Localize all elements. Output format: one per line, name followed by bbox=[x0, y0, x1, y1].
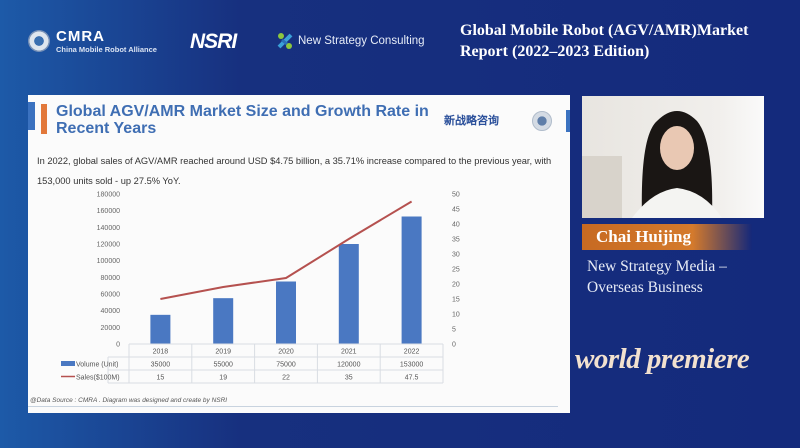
line-sales bbox=[160, 200, 413, 300]
table-value-volume: 35000 bbox=[151, 362, 171, 369]
table-value-volume: 55000 bbox=[213, 362, 233, 369]
bar-volume bbox=[276, 281, 296, 344]
right-axis-tick-label: 35 bbox=[452, 237, 460, 244]
speaker-role-line2: Overseas Business bbox=[587, 279, 703, 296]
cmra-logo-icon bbox=[28, 30, 50, 52]
speaker-video bbox=[582, 96, 764, 218]
right-axis-tick-label: 25 bbox=[452, 267, 460, 274]
slide-title: Global AGV/AMR Market Size and Growth Ra… bbox=[56, 103, 429, 137]
legend-volume-label: Volume (Unit) bbox=[76, 362, 118, 369]
slide-accent-orange bbox=[41, 104, 47, 134]
left-axis-tick-label: 40000 bbox=[101, 308, 121, 315]
nsc-cn-logo: 新战略咨询 bbox=[444, 115, 499, 127]
table-value-sales: 35 bbox=[345, 375, 353, 382]
report-title-line2: Report (2022–2023 Edition) bbox=[460, 43, 650, 60]
cmra-subtitle: China Mobile Robot Alliance bbox=[56, 45, 157, 54]
x-axis-category-label: 2020 bbox=[278, 349, 294, 356]
right-axis-tick-label: 50 bbox=[452, 192, 460, 199]
left-axis-tick-label: 160000 bbox=[97, 208, 120, 215]
legend-volume-swatch bbox=[61, 361, 75, 366]
table-value-sales: 47.5 bbox=[405, 375, 419, 382]
right-axis-tick-label: 10 bbox=[452, 312, 460, 319]
speaker-name: Chai Huijing bbox=[582, 224, 752, 250]
slide-description: In 2022, global sales of AGV/AMR reached… bbox=[37, 156, 552, 186]
bar-volume bbox=[150, 314, 171, 344]
slide-accent-right bbox=[566, 110, 570, 132]
right-axis-tick-label: 30 bbox=[452, 252, 460, 259]
left-axis-tick-label: 0 bbox=[116, 342, 120, 349]
x-axis-category-label: 2019 bbox=[215, 349, 231, 356]
nsc-logo-text: New Strategy Consulting bbox=[298, 35, 425, 47]
nsc-logo-icon bbox=[277, 33, 293, 49]
chart: 0 20000 40000 60000 80000 100000 120000 140000 1… bbox=[61, 192, 460, 384]
world-premiere-badge: world premiere bbox=[575, 343, 750, 375]
source-divider bbox=[28, 406, 558, 407]
right-axis-tick-label: 20 bbox=[452, 282, 460, 289]
left-axis-tick-label: 180000 bbox=[97, 192, 120, 199]
left-axis-tick-label: 120000 bbox=[97, 242, 120, 249]
bar-volume bbox=[401, 216, 422, 344]
x-axis-category-label: 2022 bbox=[404, 349, 420, 356]
table-value-volume: 120000 bbox=[337, 362, 360, 369]
speaker-figure bbox=[582, 111, 722, 218]
slide-accent-blue bbox=[28, 102, 35, 130]
table-value-volume: 153000 bbox=[400, 362, 423, 369]
right-axis-tick-label: 15 bbox=[452, 297, 460, 304]
left-axis-tick-label: 20000 bbox=[101, 325, 121, 332]
left-axis-tick-label: 140000 bbox=[97, 225, 120, 232]
nsri-logo: NSRI bbox=[190, 30, 237, 53]
left-axis-tick-label: 100000 bbox=[97, 258, 120, 265]
right-axis-tick-label: 5 bbox=[452, 327, 456, 334]
right-axis-tick-label: 40 bbox=[452, 222, 460, 229]
table-value-sales: 15 bbox=[157, 375, 165, 382]
table-value-sales: 22 bbox=[282, 375, 290, 382]
x-axis-category-label: 2021 bbox=[341, 349, 357, 356]
speaker-role-line1: New Strategy Media – bbox=[587, 258, 727, 275]
left-axis-tick-label: 60000 bbox=[101, 292, 121, 299]
table-value-sales: 19 bbox=[219, 375, 227, 382]
x-axis-category-label: 2018 bbox=[153, 349, 169, 356]
speaker-role: New Strategy Media – Overseas Business bbox=[587, 256, 727, 298]
report-title-line1: Global Mobile Robot (AGV/AMR)Market bbox=[460, 22, 749, 39]
slide bbox=[28, 95, 570, 413]
legend-sales-label: Sales($100M) bbox=[76, 375, 120, 382]
cmra-title: CMRA bbox=[56, 28, 105, 45]
right-axis-tick-label: 0 bbox=[452, 342, 456, 349]
bar-volume bbox=[213, 298, 234, 344]
report-title: Global Mobile Robot (AGV/AMR)Market Repo… bbox=[460, 20, 748, 62]
right-axis-tick-label: 45 bbox=[452, 207, 460, 214]
bar-volume bbox=[338, 244, 359, 344]
cmra-seal-icon bbox=[532, 111, 552, 131]
left-axis-tick-label: 80000 bbox=[101, 275, 121, 282]
table-value-volume: 75000 bbox=[276, 362, 296, 369]
data-source: @Data Source : CMRA . Diagram was design… bbox=[30, 397, 228, 404]
